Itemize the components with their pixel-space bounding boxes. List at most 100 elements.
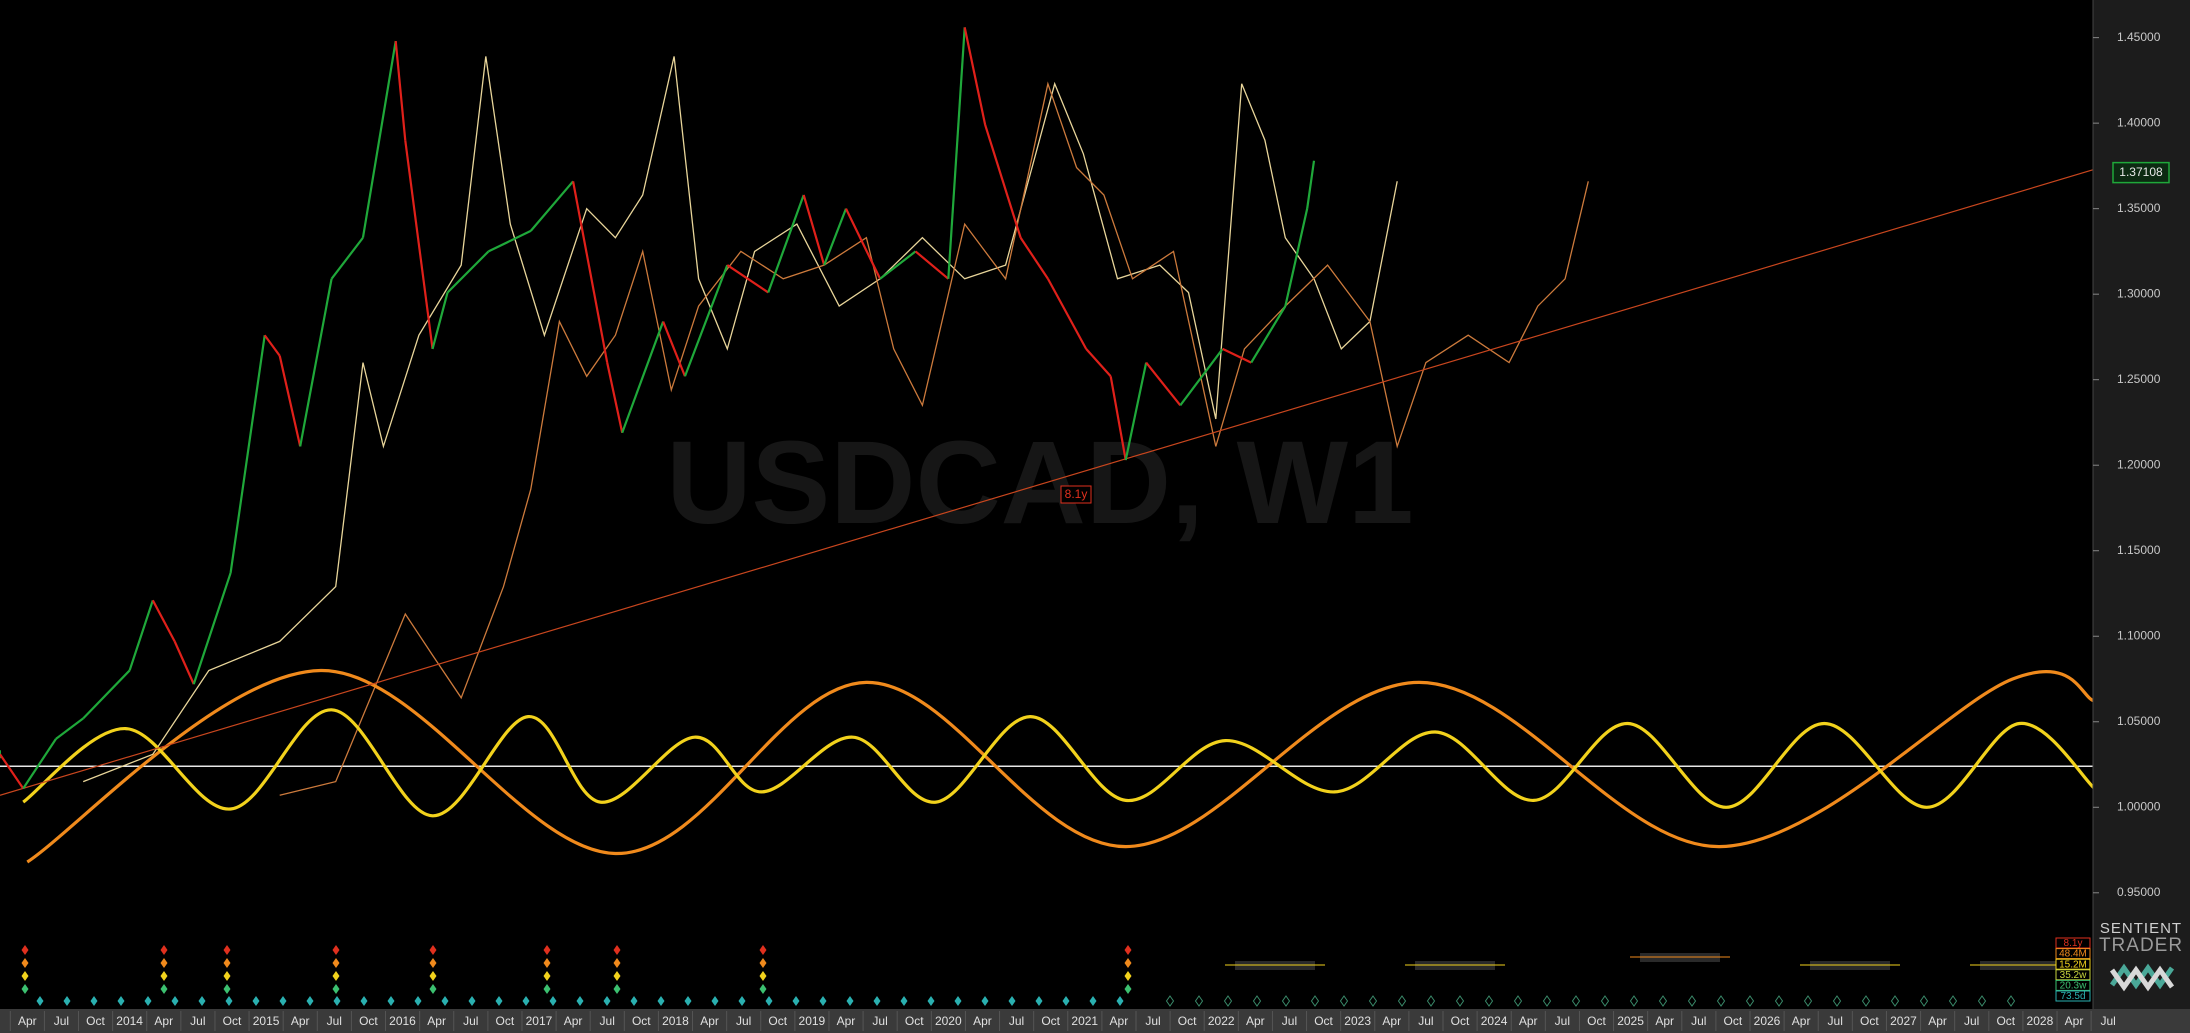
- phase-diamond: [21, 958, 29, 968]
- phase-diamond: [792, 996, 800, 1006]
- y-tick-label: 1.15000: [2117, 543, 2161, 557]
- x-tick-label: Jul: [190, 1014, 205, 1028]
- phase-diamond: [1368, 995, 1378, 1007]
- x-tick-label: Oct: [1041, 1014, 1060, 1028]
- brand-name: TRADER: [2099, 935, 2183, 956]
- phase-diamond: [1339, 995, 1349, 1007]
- price-bar: [1046, 278, 1088, 350]
- phase-diamond: [36, 996, 44, 1006]
- x-tick-label: Oct: [1451, 1014, 1470, 1028]
- projection-line: [82, 56, 1398, 783]
- price-bar: [726, 264, 769, 294]
- price-bar: [802, 194, 826, 266]
- phase-diamond: [468, 996, 476, 1006]
- phase-diamond: [1124, 984, 1132, 994]
- phase-diamond: [21, 984, 29, 994]
- phase-diamond: [1716, 995, 1726, 1007]
- x-tick-label: Oct: [1860, 1014, 1879, 1028]
- x-tick-label: Oct: [1587, 1014, 1606, 1028]
- phase-diamond: [21, 971, 29, 981]
- x-tick-label: Apr: [973, 1014, 992, 1028]
- x-tick-label: Apr: [1928, 1014, 1947, 1028]
- x-tick-label: Apr: [1246, 1014, 1265, 1028]
- phase-diamond: [1600, 995, 1610, 1007]
- y-tick-label: 1.40000: [2117, 115, 2161, 129]
- x-tick-label: Jul: [1145, 1014, 1160, 1028]
- phase-diamond: [1890, 995, 1900, 1007]
- x-tick-label: 2014: [116, 1014, 143, 1028]
- y-tick-label: 1.05000: [2117, 714, 2161, 728]
- x-tick-label: Jul: [54, 1014, 69, 1028]
- phase-diamond: [657, 996, 665, 1006]
- phase-diamond: [1513, 995, 1523, 1007]
- x-tick-label: 2016: [389, 1014, 416, 1028]
- price-bar: [173, 640, 195, 685]
- phase-diamond: [873, 996, 881, 1006]
- projection-line: [279, 81, 1589, 796]
- phase-diamond: [1310, 995, 1320, 1007]
- price-bar: [984, 124, 1022, 239]
- price-bar: [1179, 348, 1224, 407]
- price-bar: [606, 362, 624, 433]
- x-tick-label: Apr: [2065, 1014, 2084, 1028]
- cycle-legend-box: [2055, 937, 2091, 949]
- phase-diamond: [63, 996, 71, 1006]
- cycle-legend-box: [2055, 979, 2091, 991]
- price-bar: [0, 753, 25, 790]
- x-tick-label: 2018: [662, 1014, 689, 1028]
- phase-diamond: [332, 971, 340, 981]
- y-tick-label: 1.10000: [2117, 628, 2161, 642]
- x-tick-label: Apr: [427, 1014, 446, 1028]
- cycle-markers: [21, 945, 2070, 1007]
- phase-diamond: [21, 945, 29, 955]
- cycle-legend-box: [2055, 969, 2091, 981]
- x-tick-label: Jul: [1418, 1014, 1433, 1028]
- last-price-box: [2112, 161, 2170, 184]
- price-bar: [844, 208, 882, 280]
- price-bar: [621, 321, 665, 434]
- cycle-legend-box: [2055, 990, 2091, 1002]
- phase-diamond: [1165, 995, 1175, 1007]
- price-bar: [1306, 160, 1316, 209]
- phase-diamond: [1124, 958, 1132, 968]
- phase-diamond: [613, 958, 621, 968]
- price-bar: [1284, 208, 1309, 307]
- x-tick-label: Jul: [1555, 1014, 1570, 1028]
- x-tick-label: 2024: [1481, 1014, 1508, 1028]
- phase-diamond: [333, 996, 341, 1006]
- time-axis: [0, 1009, 2190, 1033]
- phase-diamond: [117, 996, 125, 1006]
- cycle-wave: [22, 708, 2093, 818]
- phase-diamond: [225, 996, 233, 1006]
- price-bar: [22, 738, 57, 790]
- price-bar: [55, 717, 84, 740]
- phase-diamond: [144, 996, 152, 1006]
- phase-diamond: [223, 958, 231, 968]
- annotation-box: [1060, 485, 1092, 504]
- trend-line: [0, 169, 2093, 796]
- cycle-legend-label: 20.3w: [2060, 981, 2087, 992]
- phase-diamond: [1948, 995, 1958, 1007]
- indicator-panel: [0, 930, 2093, 1009]
- x-tick-label: Apr: [564, 1014, 583, 1028]
- x-tick-label: Jul: [1828, 1014, 1843, 1028]
- phase-diamond: [1542, 995, 1552, 1007]
- phase-diamond: [819, 996, 827, 1006]
- cycle-wave: [26, 668, 2093, 864]
- phase-diamond: [684, 996, 692, 1006]
- phase-diamond: [1861, 995, 1871, 1007]
- phase-diamond: [613, 984, 621, 994]
- last-price-label: 1.37108: [2119, 165, 2163, 179]
- price-bar: [1019, 237, 1049, 280]
- x-tick-label: Apr: [1519, 1014, 1538, 1028]
- price-axis: [2093, 0, 2190, 1009]
- phase-diamond: [90, 996, 98, 1006]
- x-tick-label: Jul: [736, 1014, 751, 1028]
- phase-diamond: [360, 996, 368, 1006]
- price-bar: [529, 180, 574, 232]
- phase-diamond: [759, 958, 767, 968]
- phase-diamond: [981, 996, 989, 1006]
- x-tick-label: Apr: [291, 1014, 310, 1028]
- x-tick-label: 2021: [1071, 1014, 1098, 1028]
